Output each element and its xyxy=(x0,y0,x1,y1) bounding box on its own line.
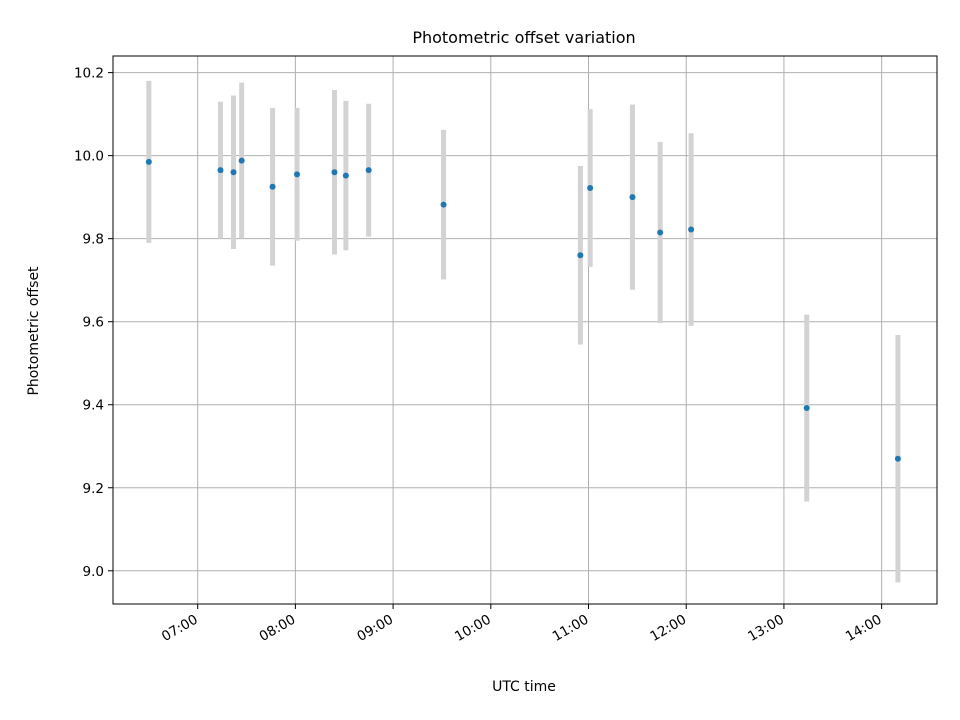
data-point xyxy=(688,226,695,233)
y-axis-ticks: 9.0 9.2 9.4 9.6 9.8 10.0 10.2 xyxy=(74,66,113,580)
x-tick-label: 07:00 xyxy=(159,612,201,645)
data-point xyxy=(657,229,664,236)
y-tick-label: 9.0 xyxy=(83,564,104,580)
data-point xyxy=(269,183,276,190)
data-point xyxy=(238,157,245,164)
y-tick-label: 9.6 xyxy=(83,315,104,331)
x-tick-label: 10:00 xyxy=(452,612,494,645)
data-points xyxy=(145,157,901,462)
x-tick-label: 12:00 xyxy=(648,612,690,645)
x-tick-label: 09:00 xyxy=(354,612,396,645)
data-point xyxy=(894,455,901,462)
data-point xyxy=(294,171,301,178)
x-tick-label: 13:00 xyxy=(745,612,787,645)
data-point xyxy=(587,185,594,192)
data-point xyxy=(331,169,338,176)
data-point xyxy=(365,167,372,174)
chart-title: Photometric offset variation xyxy=(412,28,635,47)
x-axis-ticks: 07:00 08:00 09:00 10:00 11:00 12:00 13:00 14:00 xyxy=(159,604,885,645)
x-tick-label: 14:00 xyxy=(843,612,885,645)
data-point xyxy=(629,194,636,201)
grid-lines xyxy=(113,56,937,604)
x-axis-label: UTC time xyxy=(492,679,556,695)
data-point xyxy=(217,167,224,174)
y-tick-label: 9.4 xyxy=(83,398,104,414)
y-tick-label: 9.8 xyxy=(83,232,104,248)
y-tick-label: 9.2 xyxy=(83,481,104,497)
data-point xyxy=(230,169,237,176)
x-tick-label: 11:00 xyxy=(550,612,592,645)
x-tick-label: 08:00 xyxy=(257,612,299,645)
y-axis-label: Photometric offset xyxy=(26,266,42,396)
data-point xyxy=(145,158,152,165)
plot-frame xyxy=(112,55,938,605)
data-point xyxy=(440,201,447,208)
data-point xyxy=(342,172,349,179)
y-tick-label: 10.0 xyxy=(74,149,104,165)
data-point xyxy=(577,252,584,259)
y-tick-label: 10.2 xyxy=(74,66,104,82)
data-point xyxy=(803,405,810,412)
